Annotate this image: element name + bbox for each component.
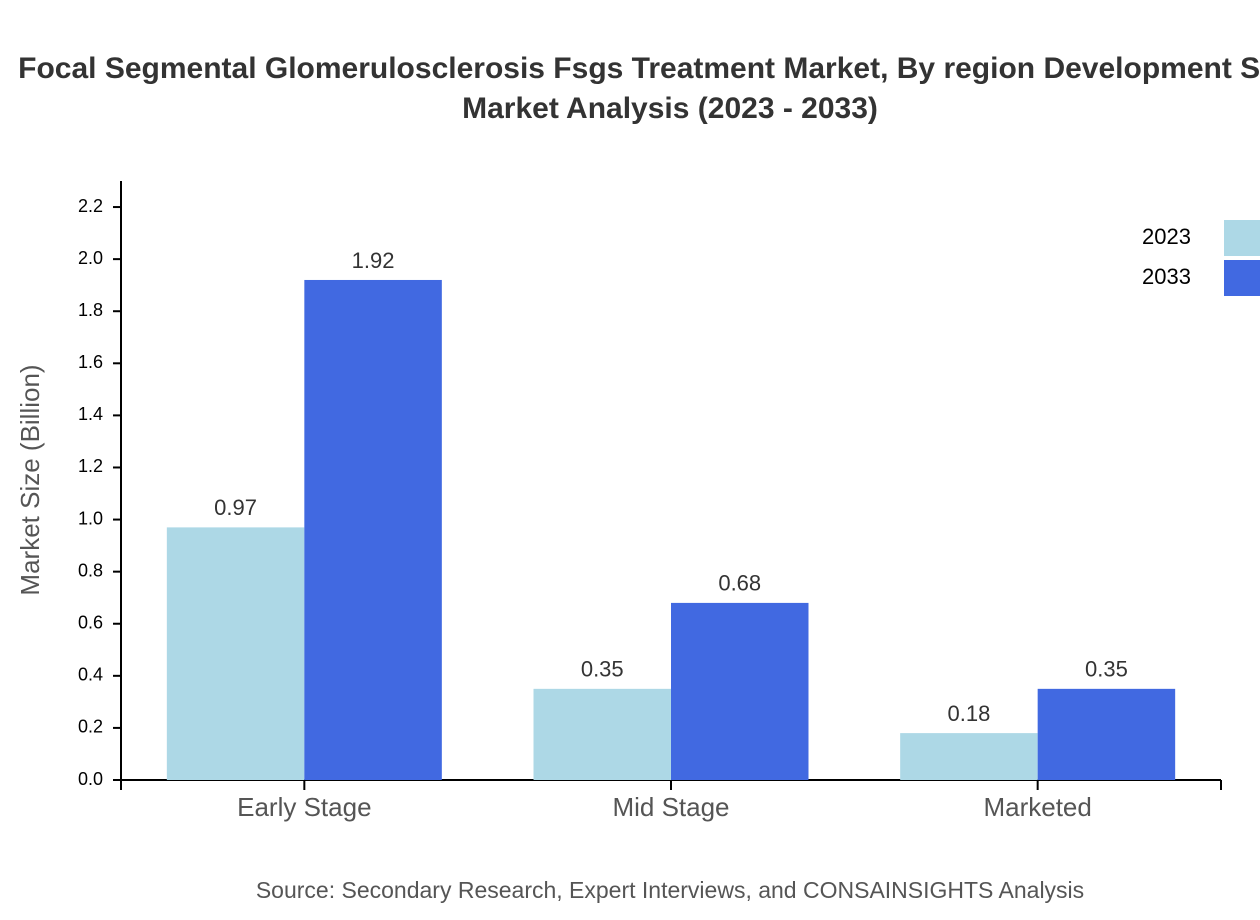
x-tick-label: Marketed <box>983 792 1091 822</box>
y-tick-label: 1.8 <box>78 300 103 320</box>
y-tick-label: 2.0 <box>78 248 103 268</box>
y-tick-label: 0.8 <box>78 560 103 580</box>
y-axis-label: Market Size (Billion) <box>15 364 45 595</box>
legend-label: 2033 <box>1142 264 1191 289</box>
y-tick-label: 0.2 <box>78 717 103 737</box>
bar <box>166 527 305 780</box>
data-label: 0.97 <box>214 495 257 520</box>
legend-swatch <box>1224 260 1260 296</box>
y-tick-label: 0.6 <box>78 612 103 632</box>
data-label: 0.18 <box>948 701 991 726</box>
data-label: 1.92 <box>352 248 395 273</box>
y-tick-label: 1.4 <box>78 404 103 424</box>
bar <box>304 279 442 780</box>
chart-title: Focal Segmental Glomerulosclerosis Fsgs … <box>18 52 1260 85</box>
chart-title: Market Analysis (2023 - 2033) <box>462 92 878 125</box>
source-note: Source: Secondary Research, Expert Inter… <box>256 877 1084 903</box>
data-label: 0.68 <box>718 571 761 596</box>
legend-swatch <box>1224 220 1260 256</box>
y-tick-label: 0.4 <box>78 665 103 685</box>
x-tick-label: Mid Stage <box>612 792 729 822</box>
data-label: 0.35 <box>1085 657 1128 682</box>
bar <box>671 602 809 780</box>
y-tick-label: 0.0 <box>78 769 103 789</box>
y-tick-label: 1.2 <box>78 456 103 476</box>
data-label: 0.35 <box>581 657 624 682</box>
x-tick-label: Early Stage <box>237 792 371 822</box>
y-tick-label: 2.2 <box>78 196 103 216</box>
bar <box>533 688 671 780</box>
bar <box>1037 688 1176 780</box>
y-tick-label: 1.0 <box>78 508 103 528</box>
bar <box>900 733 1038 780</box>
legend-label: 2023 <box>1142 224 1191 249</box>
y-tick-label: 1.6 <box>78 352 103 372</box>
